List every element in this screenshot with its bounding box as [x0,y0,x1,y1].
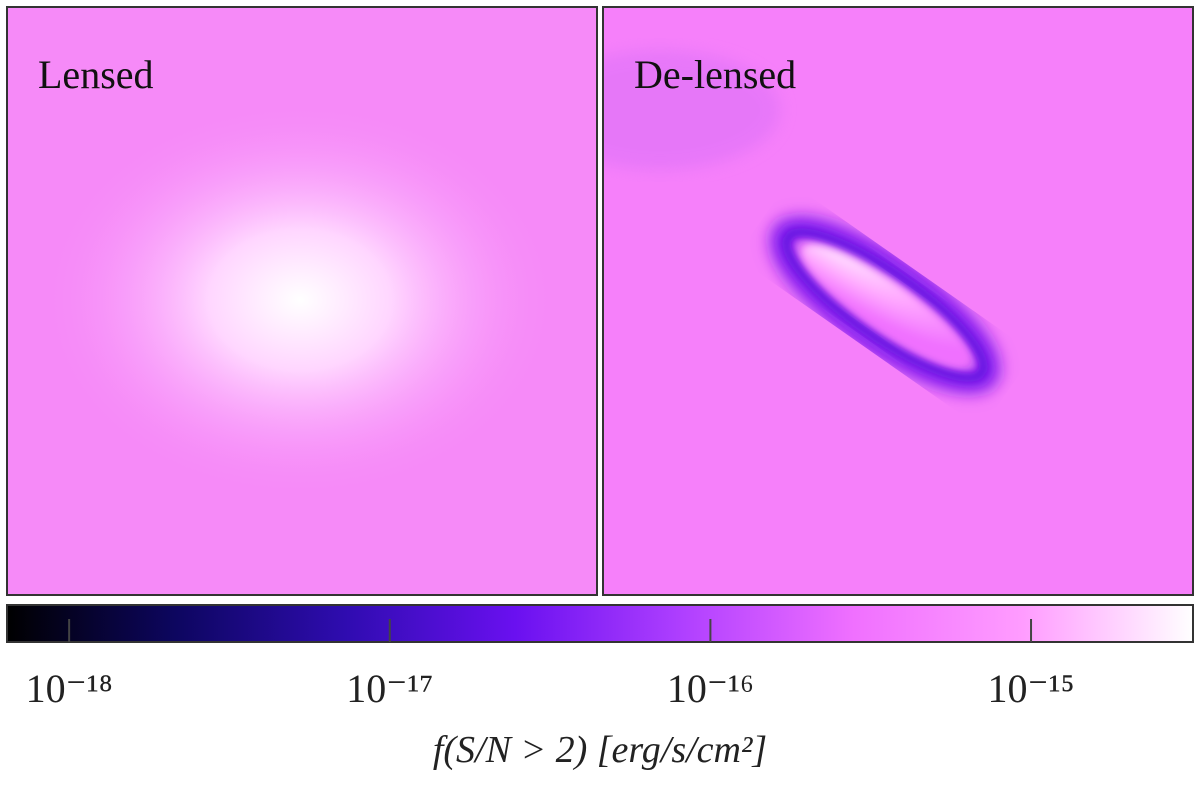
colorbar-tick-label: 10⁻¹⁶ [667,666,754,711]
colorbar-tick-label: 10⁻¹⁷ [346,666,433,711]
colorbar-tick-label: 10⁻¹⁵ [988,666,1075,711]
panel-label: De-lensed [634,52,796,97]
panel-label: Lensed [38,52,154,97]
panel-delensed: De-lensed [602,6,1194,596]
colorbar-fill [7,605,1193,642]
colorbar-label: f(S/N > 2) [erg/s/cm²] [433,729,767,771]
colorbar [6,604,1194,643]
colorbar-tick-label: 10⁻¹⁸ [26,666,113,711]
panel-lensed: Lensed [6,6,598,596]
